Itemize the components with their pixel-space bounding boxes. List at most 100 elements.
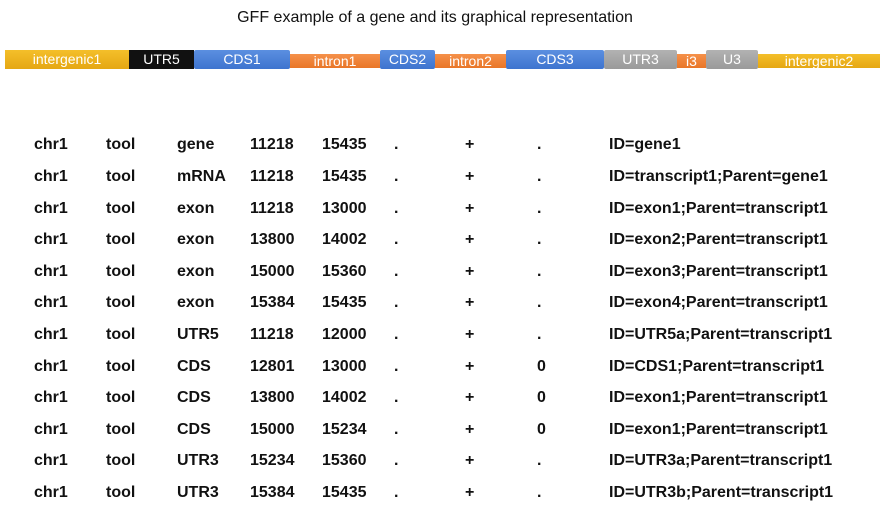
- cell-score: .: [394, 294, 399, 311]
- cell-strand: +: [465, 136, 475, 153]
- cell-type: UTR3: [177, 452, 219, 469]
- segment-intergenic1: intergenic1: [5, 50, 129, 69]
- cell-phase: .: [537, 484, 542, 501]
- cell-score: .: [394, 136, 399, 153]
- cell-source: tool: [106, 358, 136, 375]
- cell-start: 12801: [250, 358, 295, 375]
- cell-attributes: ID=exon3;Parent=transcript1: [609, 263, 828, 280]
- cell-attributes: ID=exon1;Parent=transcript1: [609, 421, 828, 438]
- cell-seqid: chr1: [34, 452, 68, 469]
- cell-start: 15384: [250, 294, 295, 311]
- cell-strand: +: [465, 263, 475, 280]
- cell-source: tool: [106, 294, 136, 311]
- cell-seqid: chr1: [34, 231, 68, 248]
- cell-source: tool: [106, 263, 136, 280]
- gff-row: chr1 tool exon 11218 13000 . + . ID=exon…: [0, 198, 892, 220]
- cell-start: 15384: [250, 484, 295, 501]
- segment-utr3: UTR3: [604, 50, 677, 69]
- cell-attributes: ID=UTR3b;Parent=transcript1: [609, 484, 834, 501]
- cell-type: UTR3: [177, 484, 219, 501]
- cell-seqid: chr1: [34, 326, 68, 343]
- cell-strand: +: [465, 484, 475, 501]
- segment-u3: U3: [706, 50, 758, 69]
- cell-end: 15435: [322, 168, 367, 185]
- cell-phase: .: [537, 326, 542, 343]
- segment-cds2: CDS2: [380, 50, 435, 69]
- gff-row: chr1 tool UTR3 15384 15435 . + . ID=UTR3…: [0, 482, 892, 504]
- gff-row: chr1 tool exon 13800 14002 . + . ID=exon…: [0, 229, 892, 251]
- cell-source: tool: [106, 452, 136, 469]
- cell-attributes: ID=transcript1;Parent=gene1: [609, 168, 828, 185]
- cell-type: exon: [177, 231, 215, 248]
- cell-start: 11218: [250, 200, 294, 217]
- cell-phase: .: [537, 294, 542, 311]
- cell-phase: .: [537, 136, 542, 153]
- cell-source: tool: [106, 136, 136, 153]
- segment-cds1: CDS1: [194, 50, 290, 69]
- cell-type: UTR5: [177, 326, 219, 343]
- cell-phase: .: [537, 452, 542, 469]
- cell-score: .: [394, 389, 399, 406]
- cell-seqid: chr1: [34, 358, 68, 375]
- segment-cds3: CDS3: [506, 50, 604, 69]
- cell-start: 11218: [250, 168, 294, 185]
- cell-strand: +: [465, 389, 475, 406]
- cell-strand: +: [465, 358, 475, 375]
- cell-strand: +: [465, 168, 475, 185]
- cell-phase: .: [537, 263, 542, 280]
- cell-attributes: ID=UTR5a;Parent=transcript1: [609, 326, 833, 343]
- cell-attributes: ID=CDS1;Parent=transcript1: [609, 358, 825, 375]
- cell-start: 15000: [250, 263, 295, 280]
- cell-score: .: [394, 421, 399, 438]
- cell-type: exon: [177, 294, 215, 311]
- cell-strand: +: [465, 200, 475, 217]
- cell-end: 12000: [322, 326, 367, 343]
- cell-attributes: ID=exon1;Parent=transcript1: [609, 389, 828, 406]
- cell-type: exon: [177, 263, 215, 280]
- cell-source: tool: [106, 200, 136, 217]
- cell-phase: 0: [537, 358, 546, 375]
- gene-structure-track: intergenic1 UTR5 CDS1 intron1 CDS2 intro…: [0, 50, 892, 72]
- cell-seqid: chr1: [34, 136, 68, 153]
- cell-phase: 0: [537, 421, 546, 438]
- segment-intergenic2: intergenic2: [758, 54, 880, 68]
- cell-strand: +: [465, 452, 475, 469]
- cell-phase: 0: [537, 389, 546, 406]
- cell-strand: +: [465, 326, 475, 343]
- gff-row: chr1 tool UTR3 15234 15360 . + . ID=UTR3…: [0, 450, 892, 472]
- cell-start: 11218: [250, 326, 294, 343]
- cell-seqid: chr1: [34, 263, 68, 280]
- cell-strand: +: [465, 231, 475, 248]
- cell-seqid: chr1: [34, 200, 68, 217]
- cell-start: 15000: [250, 421, 295, 438]
- cell-start: 11218: [250, 136, 294, 153]
- cell-source: tool: [106, 231, 136, 248]
- cell-type: gene: [177, 136, 215, 153]
- gff-row: chr1 tool CDS 13800 14002 . + 0 ID=exon1…: [0, 387, 892, 409]
- cell-end: 14002: [322, 231, 367, 248]
- cell-source: tool: [106, 168, 136, 185]
- cell-type: CDS: [177, 389, 211, 406]
- cell-strand: +: [465, 294, 475, 311]
- cell-type: mRNA: [177, 168, 226, 185]
- cell-start: 13800: [250, 231, 295, 248]
- cell-source: tool: [106, 389, 136, 406]
- cell-source: tool: [106, 484, 136, 501]
- cell-start: 15234: [250, 452, 295, 469]
- gff-row: chr1 tool mRNA 11218 15435 . + . ID=tran…: [0, 166, 892, 188]
- gff-row: chr1 tool UTR5 11218 12000 . + . ID=UTR5…: [0, 324, 892, 346]
- segment-intron1: intron1: [290, 54, 380, 68]
- cell-phase: .: [537, 231, 542, 248]
- cell-end: 15435: [322, 484, 367, 501]
- cell-end: 15360: [322, 263, 367, 280]
- gff-row: chr1 tool CDS 15000 15234 . + 0 ID=exon1…: [0, 419, 892, 441]
- cell-end: 13000: [322, 200, 367, 217]
- cell-attributes: ID=UTR3a;Parent=transcript1: [609, 452, 833, 469]
- gff-row: chr1 tool CDS 12801 13000 . + 0 ID=CDS1;…: [0, 356, 892, 378]
- cell-start: 13800: [250, 389, 295, 406]
- cell-phase: .: [537, 200, 542, 217]
- cell-attributes: ID=exon1;Parent=transcript1: [609, 200, 828, 217]
- cell-score: .: [394, 326, 399, 343]
- cell-score: .: [394, 231, 399, 248]
- cell-end: 14002: [322, 389, 367, 406]
